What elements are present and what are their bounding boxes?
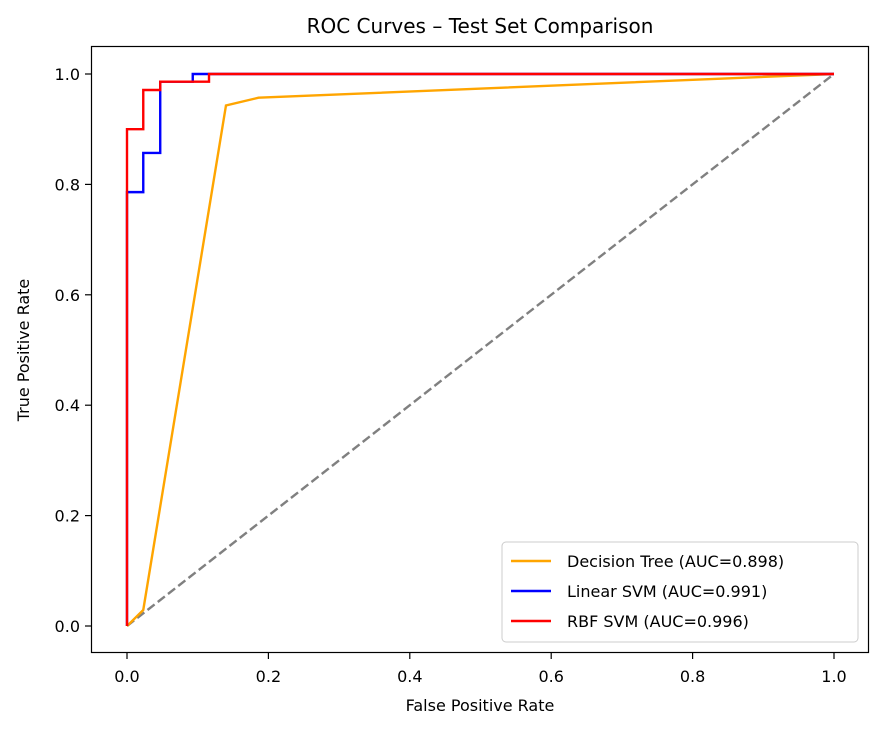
- y-tick-label: 0.8: [55, 175, 80, 194]
- x-tick-label: 1.0: [821, 667, 846, 686]
- reference-diagonal-line: [126, 73, 835, 627]
- y-tick-label: 0.4: [55, 396, 80, 415]
- x-tick-label: 0.8: [680, 667, 705, 686]
- legend: Decision Tree (AUC=0.898) Linear SVM (AUC…: [501, 541, 859, 643]
- legend-label: Decision Tree (AUC=0.898): [567, 552, 784, 571]
- x-tick-label: 0.0: [114, 667, 139, 686]
- x-tick-label: 0.2: [256, 667, 281, 686]
- y-tick-label: 0.6: [55, 286, 80, 305]
- series-line-2: [125, 72, 834, 626]
- x-tick-label: 0.4: [397, 667, 422, 686]
- legend-label: Linear SVM (AUC=0.991): [567, 582, 767, 601]
- x-axis-ticks: 0.0 0.2 0.4 0.6 0.8 1.0: [114, 652, 847, 686]
- plot-area-frame: [90, 45, 870, 654]
- legend-box: [501, 541, 859, 643]
- y-tick-label: 0.2: [55, 507, 80, 526]
- x-axis-label: False Positive Rate: [406, 696, 555, 715]
- series-line-0: [126, 72, 835, 627]
- y-axis-ticks: 0.0 0.2 0.4 0.6 0.8 1.0: [55, 65, 92, 636]
- y-tick-label: 1.0: [55, 65, 80, 84]
- x-tick-label: 0.6: [538, 667, 563, 686]
- legend-label: RBF SVM (AUC=0.996): [567, 612, 749, 631]
- y-tick-label: 0.0: [55, 617, 80, 636]
- y-axis-label: True Positive Rate: [14, 279, 33, 423]
- chart-title: ROC Curves – Test Set Comparison: [307, 14, 654, 38]
- plot-content: [125, 72, 835, 627]
